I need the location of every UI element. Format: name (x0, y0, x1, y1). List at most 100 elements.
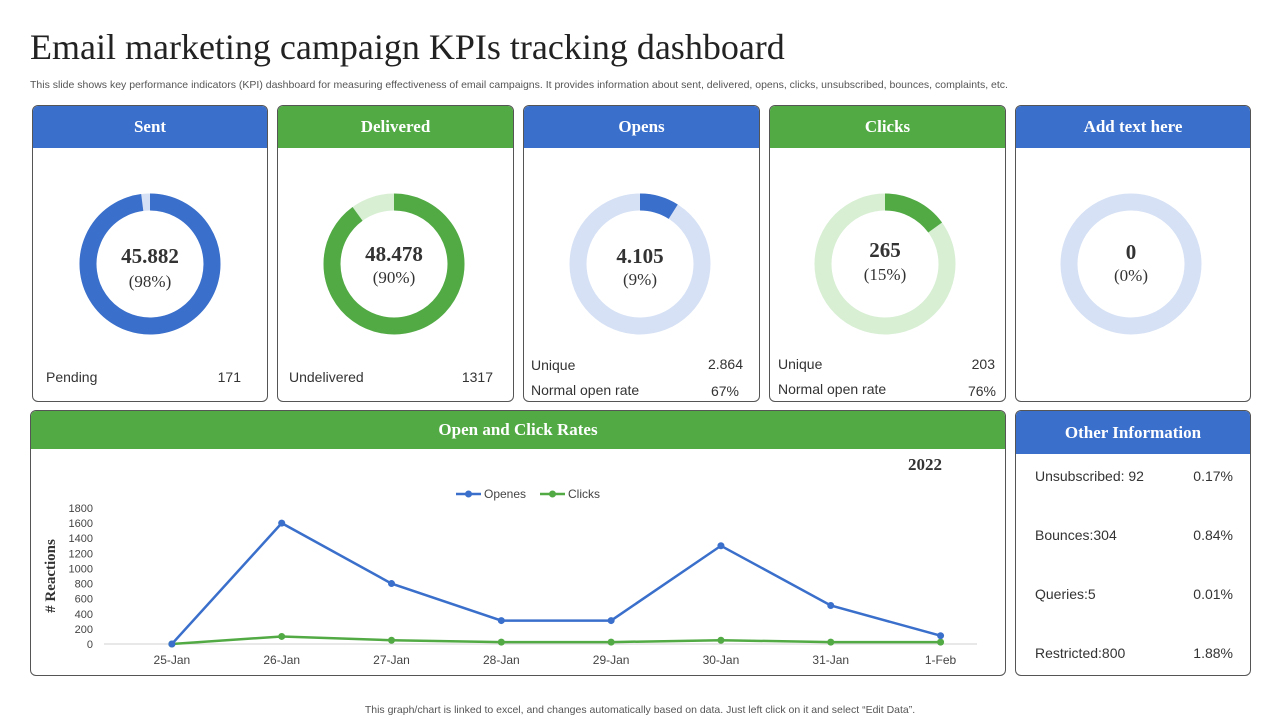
legend-marker (465, 490, 472, 498)
x-tick-label: 25-Jan (154, 653, 191, 667)
kpi-card-title: Delivered (278, 106, 513, 148)
other-row-value: 0.17% (1193, 468, 1233, 484)
legend-label: Clicks (568, 487, 600, 501)
kpi-card-sent: Sent 45.882 (98%) Pending 171 (32, 105, 268, 402)
donut-arc (884, 193, 943, 233)
other-information-title: Other Information (1016, 411, 1250, 454)
donut-track (1060, 193, 1202, 335)
stat-label-unique: Unique (778, 356, 823, 372)
chart-year: 2022 (908, 455, 942, 474)
y-tick-label: 1800 (69, 503, 93, 515)
data-point-openes (497, 617, 505, 625)
open-click-rates-card: Open and Click Rates 2022 0 200 400 600 800 1… (30, 410, 1006, 676)
kpi-card-title: Clicks (770, 106, 1005, 148)
other-row-bounces: Bounces:304 0.84% (1035, 527, 1233, 543)
kpi-percent: (98%) (128, 272, 172, 291)
stat-label-open-rate: Normal open rate (778, 381, 887, 397)
kpi-card-delivered: Delivered 48.478 (90%) Undelivered 1317 (277, 105, 514, 402)
kpi-card-clicks: Clicks 265 (15%) Unique 203 Normal open … (769, 105, 1006, 402)
data-point-openes (388, 580, 396, 588)
kpi-percent: (90%) (372, 268, 416, 287)
stat-value-open-rate: 67% (710, 383, 739, 399)
stat-label-undelivered: Undelivered (289, 369, 364, 385)
other-row-value: 0.84% (1193, 527, 1233, 543)
kpi-card-title: Sent (33, 106, 267, 148)
series-line-clicks (171, 635, 941, 646)
data-point-clicks (827, 638, 835, 646)
y-tick-label: 1200 (69, 548, 93, 560)
kpi-donut: 0 (0%) (1059, 192, 1203, 336)
stat-label-pending: Pending (46, 369, 98, 385)
other-row-value: 0.01% (1193, 586, 1233, 602)
donut-chart (814, 193, 956, 335)
stat-value-pending: 171 (217, 369, 241, 385)
data-point-clicks (937, 638, 945, 646)
donut-arc (79, 193, 221, 335)
data-point-clicks (278, 632, 286, 640)
donut-chart (1060, 193, 1202, 335)
other-row-label: Queries:5 (1035, 586, 1096, 602)
kpi-value: 265 (869, 238, 901, 262)
stat-value-unique: 203 (971, 356, 995, 372)
x-tick-label: 29-Jan (593, 653, 630, 667)
stat-label-open-rate: Normal open rate (531, 382, 640, 398)
y-tick-label: 800 (75, 579, 93, 591)
data-point-openes (607, 617, 615, 625)
kpi-card-custom: Add text here 0 (0%) (1015, 105, 1251, 402)
legend-label: Openes (484, 487, 526, 501)
series-line-openes (170, 521, 941, 645)
kpi-card-title: Add text here (1016, 106, 1250, 148)
other-row-label: Restricted:800 (1035, 645, 1126, 661)
y-tick-label: 1400 (69, 533, 93, 545)
donut-chart (569, 193, 711, 335)
kpi-donut: 45.882 (98%) (78, 192, 222, 336)
kpi-percent: (9%) (623, 270, 657, 289)
donut-arc (323, 193, 465, 335)
stat-label-unique: Unique (531, 357, 576, 373)
y-axis-label: # Reactions (43, 539, 59, 613)
other-row-label: Unsubscribed: 92 (1035, 468, 1144, 484)
y-tick-label: 200 (75, 624, 93, 636)
data-point-openes (937, 632, 945, 640)
footnote: This graph/chart is linked to excel, and… (364, 704, 916, 716)
other-row-queries: Queries:5 0.01% (1035, 586, 1233, 602)
page-title: Email marketing campaign KPIs tracking d… (30, 27, 785, 67)
data-point-clicks (607, 638, 615, 646)
chart-title: Open and Click Rates (31, 411, 1005, 449)
data-point-openes (168, 640, 176, 648)
kpi-percent: (0%) (1114, 266, 1148, 285)
donut-chart (323, 193, 465, 335)
line-chart: 0 200 400 600 800 1000 1200 1400 1600 1800 # React… (43, 487, 977, 667)
stat-value-open-rate: 76% (967, 383, 996, 399)
kpi-donut: 265 (15%) (813, 192, 957, 336)
page-subtitle: This slide shows key performance indicat… (30, 79, 1008, 91)
stat-value-undelivered: 1317 (461, 369, 493, 385)
kpi-card-opens: Opens 4.105 (9%) Unique 2.864 Normal ope… (523, 105, 760, 402)
data-point-clicks (717, 636, 725, 644)
other-row-value: 1.88% (1193, 645, 1233, 661)
y-tick-label: 600 (75, 594, 93, 606)
data-point-openes (717, 542, 725, 550)
stat-value-unique: 2.864 (707, 356, 743, 372)
donut-chart (79, 193, 221, 335)
x-tick-label: 26-Jan (263, 653, 300, 667)
other-row-restricted: Restricted:800 1.88% (1035, 645, 1233, 661)
x-tick-label: 27-Jan (373, 653, 410, 667)
x-tick-label: 1-Feb (925, 653, 957, 667)
y-tick-label: 1600 (69, 518, 93, 530)
donut-arc (639, 193, 678, 220)
data-point-clicks (388, 636, 396, 644)
x-tick-label: 31-Jan (812, 653, 849, 667)
kpi-donut: 4.105 (9%) (568, 192, 712, 336)
kpi-percent: (15%) (863, 265, 907, 284)
data-point-openes (827, 601, 835, 609)
y-tick-label: 0 (87, 639, 93, 651)
kpi-card-title: Opens (524, 106, 759, 148)
kpi-value: 45.882 (121, 244, 179, 268)
x-tick-label: 28-Jan (483, 653, 520, 667)
kpi-value: 0 (1125, 240, 1137, 264)
y-tick-label: 1000 (69, 563, 93, 575)
other-information-card: Other Information Unsubscribed: 92 0.17%… (1015, 410, 1251, 676)
data-point-openes (278, 519, 286, 527)
other-row-unsubscribed: Unsubscribed: 92 0.17% (1035, 468, 1233, 484)
